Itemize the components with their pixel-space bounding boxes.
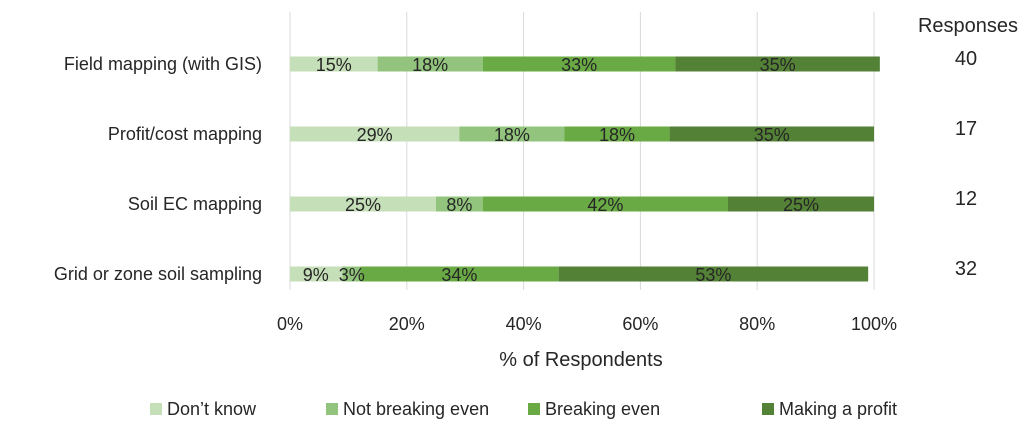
- bar-segment: [558, 266, 869, 282]
- response-count: 40: [955, 48, 977, 70]
- response-count: 12: [955, 188, 977, 210]
- grid-lines: [289, 12, 875, 290]
- bar-segment: [377, 56, 483, 72]
- x-tick-labels: 0% 20% 40% 60% 80% 100%: [277, 314, 897, 334]
- data-label: 18%: [599, 125, 635, 145]
- bars: 15% 18% 33% 35% 29% 18% 18% 35% 25% 8% 42% 25% 9% 3% 3…: [290, 55, 880, 285]
- legend-item: Breaking even: [528, 399, 660, 419]
- data-label: 18%: [494, 125, 530, 145]
- category-label: Soil EC mapping: [128, 194, 262, 214]
- legend-label: Breaking even: [545, 399, 660, 419]
- x-axis-title: % of Respondents: [499, 349, 662, 371]
- bar-segment: [459, 126, 565, 142]
- data-label: 29%: [357, 125, 393, 145]
- data-label: 35%: [760, 55, 796, 75]
- legend-label: Don’t know: [167, 399, 257, 419]
- bar-segment: [342, 266, 361, 282]
- category-label: Grid or zone soil sampling: [54, 264, 262, 284]
- data-label: 25%: [345, 195, 381, 215]
- x-tick-label: 40%: [506, 314, 542, 334]
- response-count: 17: [955, 118, 977, 140]
- data-label: 34%: [441, 265, 477, 285]
- x-tick-label: 60%: [622, 314, 658, 334]
- response-count: 32: [955, 258, 977, 280]
- responses-header: Responses: [918, 15, 1018, 37]
- bar-segment: [564, 126, 670, 142]
- bar-segment: [482, 196, 728, 212]
- bar-segment: [669, 126, 874, 142]
- legend-label: Not breaking even: [343, 399, 489, 419]
- category-label: Field mapping (with GIS): [64, 54, 262, 74]
- legend-label: Making a profit: [779, 399, 897, 419]
- bar-segment: [290, 56, 378, 72]
- bar-segment: [360, 266, 559, 282]
- legend-swatch: [150, 403, 162, 415]
- legend-item: Making a profit: [762, 399, 897, 419]
- data-label: 35%: [754, 125, 790, 145]
- bar-segment: [290, 126, 460, 142]
- legend-swatch: [326, 403, 338, 415]
- x-tick-label: 20%: [389, 314, 425, 334]
- data-label: 9%: [303, 265, 329, 285]
- x-tick-label: 100%: [851, 314, 897, 334]
- legend-swatch: [762, 403, 774, 415]
- data-label: 3%: [339, 265, 365, 285]
- data-label: 33%: [561, 55, 597, 75]
- data-label: 15%: [316, 55, 352, 75]
- data-label: 25%: [783, 195, 819, 215]
- x-tick-label: 80%: [739, 314, 775, 334]
- data-label: 8%: [446, 195, 472, 215]
- bar-segment: [482, 56, 676, 72]
- bar-segment: [675, 56, 880, 72]
- legend-item: Not breaking even: [326, 399, 489, 419]
- legend: Don’t know Not breaking even Breaking even…: [150, 399, 897, 419]
- category-labels: Field mapping (with GIS) Profit/cost mapp…: [54, 54, 262, 284]
- category-label: Profit/cost mapping: [108, 124, 262, 144]
- data-label: 42%: [587, 195, 623, 215]
- bar-segment: [290, 196, 436, 212]
- data-label: 53%: [695, 265, 731, 285]
- x-tick-label: 0%: [277, 314, 303, 334]
- bar-segment: [728, 196, 874, 212]
- response-counts: 40 17 12 32: [955, 48, 977, 280]
- bar-segment: [436, 196, 483, 212]
- legend-item: Don’t know: [150, 399, 257, 419]
- bar-segment: [290, 266, 343, 282]
- data-label: 18%: [412, 55, 448, 75]
- legend-swatch: [528, 403, 540, 415]
